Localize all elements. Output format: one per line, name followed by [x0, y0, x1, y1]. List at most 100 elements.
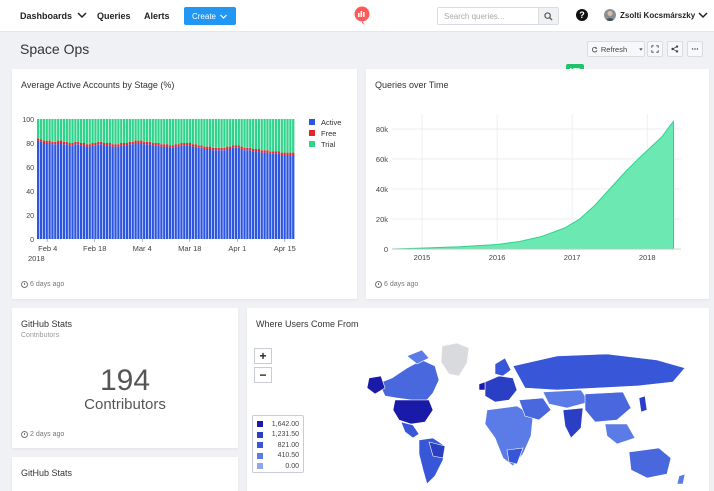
- redash-logo-icon[interactable]: [353, 6, 371, 26]
- bar-segment-active: [42, 143, 45, 239]
- bar-segment-trial: [51, 119, 54, 142]
- legend-value: 0.00: [285, 462, 299, 470]
- caret-down-icon: [639, 47, 643, 51]
- nav-queries[interactable]: Queries: [97, 11, 131, 21]
- bar-segment-trial: [154, 119, 157, 143]
- refresh-icon: [592, 46, 598, 52]
- bar-segment-trial: [166, 119, 169, 145]
- bar-segment-free: [174, 144, 177, 147]
- map-region-japan: [638, 395, 648, 413]
- bar-segment-free: [105, 143, 109, 146]
- bar-segment-free: [217, 147, 220, 151]
- bar-segment-active: [157, 145, 160, 239]
- updated-timestamp: 2 days ago: [21, 431, 64, 438]
- create-button-label: Create: [191, 11, 216, 21]
- search-button[interactable]: [538, 8, 558, 24]
- x-tick-label: Apr 1: [228, 244, 246, 253]
- user-name[interactable]: Zsolti Kocsmárszky: [620, 11, 696, 20]
- bar-segment-active: [168, 147, 172, 239]
- bar-segment-active: [148, 144, 152, 239]
- legend-swatch: [257, 431, 263, 438]
- clock-icon: [21, 431, 28, 438]
- share-button[interactable]: [667, 41, 683, 57]
- bar-segment-trial: [163, 119, 166, 145]
- bar-segment-free: [160, 144, 163, 147]
- bar-segment-free: [143, 141, 146, 145]
- bar-segment-active: [209, 149, 212, 239]
- bar-segment-trial: [263, 119, 266, 151]
- bar-segment-trial: [91, 119, 94, 143]
- bar-segment-active: [171, 147, 174, 239]
- bar-segment-free: [246, 147, 249, 151]
- y-tick-label: 40: [26, 189, 34, 196]
- bar-segment-trial: [171, 119, 174, 146]
- x-tick-label: Mar 4: [133, 244, 152, 253]
- bar-segment-trial: [183, 119, 186, 143]
- more-options-button[interactable]: [687, 41, 703, 57]
- bar-segment-free: [148, 141, 152, 145]
- bar-segment-active: [85, 146, 88, 239]
- bar-segment-free: [62, 141, 66, 145]
- bar-segment-free: [274, 151, 278, 154]
- map-region-south-africa: [506, 447, 524, 465]
- bar-segment-active: [166, 146, 169, 239]
- bar-segment-active: [203, 149, 206, 239]
- bar-segment-free: [100, 141, 103, 145]
- bar-segment-trial: [128, 119, 131, 142]
- widget-title: GitHub Stats: [21, 319, 73, 329]
- bar-segment-free: [48, 140, 51, 143]
- zoom-out-button[interactable]: −: [254, 367, 272, 383]
- nav-dashboards[interactable]: Dashboards: [20, 11, 73, 21]
- bar-segment-active: [200, 147, 203, 239]
- bar-segment-free: [42, 140, 45, 143]
- bar-segment-active: [177, 146, 180, 239]
- create-button[interactable]: Create: [184, 7, 236, 25]
- bar-segment-free: [203, 146, 206, 149]
- help-icon[interactable]: ?: [576, 9, 588, 21]
- bar-segment-trial: [231, 119, 235, 146]
- fullscreen-button[interactable]: [647, 41, 663, 57]
- zoom-out-glyph: −: [259, 368, 267, 382]
- refresh-button[interactable]: Refresh: [587, 41, 645, 57]
- bar-segment-active: [120, 145, 123, 239]
- updated-timestamp: 6 days ago: [21, 281, 64, 288]
- avatar[interactable]: [604, 9, 616, 21]
- page-title: Space Ops: [20, 41, 90, 57]
- x-tick-label: 2017: [564, 253, 581, 262]
- bar-segment-free: [128, 141, 131, 145]
- legend-value: 821.00: [277, 441, 299, 449]
- bar-segment-free: [74, 141, 77, 145]
- bar-segment-free: [134, 140, 137, 143]
- bar-segment-free: [266, 150, 269, 153]
- bar-segment-trial: [97, 119, 100, 142]
- bar-segment-trial: [42, 119, 45, 141]
- bar-segment-active: [223, 150, 226, 239]
- bar-segment-active: [145, 144, 149, 239]
- x-tick-label: 2016: [489, 253, 506, 262]
- legend-row: 1,642.00: [257, 419, 299, 430]
- bar-segment-active: [220, 150, 223, 239]
- bar-segment-active: [134, 143, 137, 239]
- bar-segment-trial: [151, 119, 154, 143]
- bar-segment-active: [272, 153, 275, 239]
- bar-segment-active: [160, 146, 163, 239]
- bar-segment-active: [137, 143, 140, 239]
- nav-alerts[interactable]: Alerts: [144, 11, 170, 21]
- chevron-down-icon[interactable]: [76, 9, 88, 21]
- bar-segment-active: [197, 147, 200, 239]
- chevron-down-icon[interactable]: [697, 9, 709, 21]
- bar-segment-active: [280, 155, 283, 239]
- bar-segment-active: [131, 144, 134, 239]
- bar-segment-trial: [123, 119, 126, 143]
- widget-github-stats-2: GitHub Stats: [12, 457, 238, 491]
- legend-row: 821.00: [257, 440, 299, 451]
- bar-segment-trial: [274, 119, 278, 152]
- bar-segment-active: [231, 147, 235, 239]
- bar-segment-trial: [77, 119, 80, 142]
- search-input[interactable]: [438, 8, 539, 24]
- bar-segment-active: [257, 151, 260, 239]
- bar-segment-trial: [200, 119, 203, 146]
- zoom-in-button[interactable]: +: [254, 348, 272, 364]
- map-region-europe: [484, 375, 518, 403]
- clock-icon: [21, 281, 28, 288]
